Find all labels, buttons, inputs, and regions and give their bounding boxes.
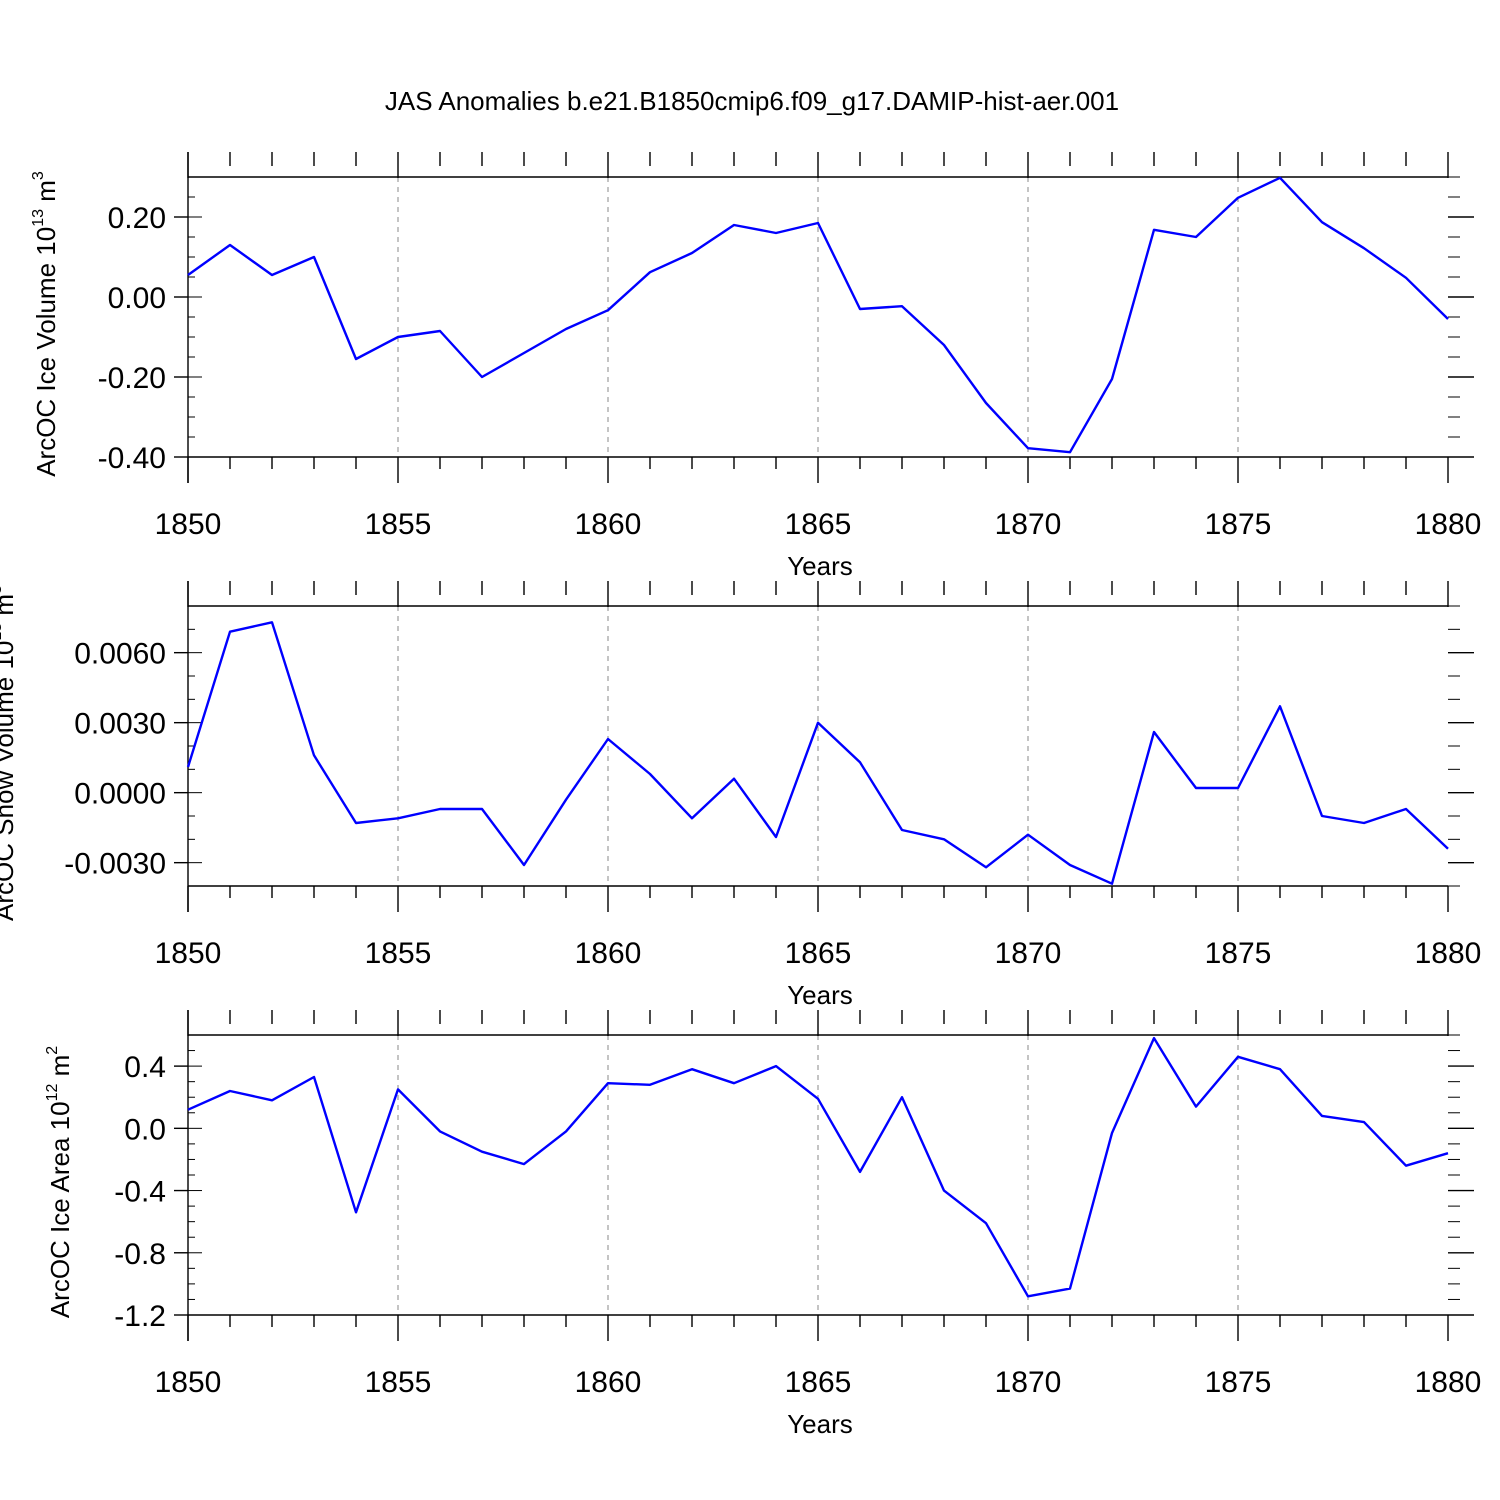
x-axis-label: Years <box>787 980 853 1010</box>
y-axis-label: ArcOC Ice Volume 1013 m3 <box>30 171 61 477</box>
y-tick-label: 0.00 <box>108 282 166 315</box>
y-tick-label: -0.20 <box>98 362 166 395</box>
x-tick-label: 1855 <box>365 508 432 541</box>
y-tick-label: -0.8 <box>114 1238 166 1271</box>
y-axis-label: ArcOC Ice Area 1012 m2 <box>44 1046 75 1318</box>
x-tick-label: 1850 <box>155 1366 222 1399</box>
panels: 0.20 0.00 -0.20 -0.40 1850 1855 1860 1865 1870 18… <box>0 152 1481 1439</box>
x-tick-label: 1855 <box>365 1366 432 1399</box>
x-tick-label: 1865 <box>785 937 852 970</box>
x-tick-label: 1880 <box>1415 937 1482 970</box>
x-tick-label: 1860 <box>575 937 642 970</box>
x-tick-label: 1860 <box>575 1366 642 1399</box>
y-tick-label: 0.4 <box>124 1051 166 1084</box>
x-tick-label: 1865 <box>785 1366 852 1399</box>
y-tick-label: 0.0 <box>124 1113 166 1146</box>
y-tick-label: -0.0030 <box>64 848 166 881</box>
x-tick-label: 1865 <box>785 508 852 541</box>
x-tick-label: 1850 <box>155 508 222 541</box>
panel-1: 0.20 0.00 -0.20 -0.40 1850 1855 1860 1865 1870 18… <box>30 152 1481 581</box>
y-tick-label: 0.0060 <box>74 638 166 671</box>
y-tick-label: -1.2 <box>114 1300 166 1333</box>
x-tick-label: 1855 <box>365 937 432 970</box>
x-tick-label: 1880 <box>1415 1366 1482 1399</box>
y-tick-label: 0.20 <box>108 202 166 235</box>
x-axis-label: Years <box>787 551 853 581</box>
x-tick-label: 1870 <box>995 1366 1062 1399</box>
y-axis-label: ArcOC Snow Volume 1013 m3 <box>0 585 19 921</box>
y-tick-label: 0.0000 <box>74 778 166 811</box>
x-tick-label: 1880 <box>1415 508 1482 541</box>
y-tick-label: -0.4 <box>114 1176 166 1209</box>
x-tick-label: 1870 <box>995 937 1062 970</box>
panel-3: 0.4 0.0 -0.4 -0.8 -1.2 1850 1855 1860 1865 1870 18… <box>44 1010 1481 1439</box>
panel-2: 0.0060 0.0030 0.0000 -0.0030 1850 1855 1860 186… <box>0 581 1481 1010</box>
chart-title: JAS Anomalies b.e21.B1850cmip6.f09_g17.D… <box>385 86 1119 116</box>
x-tick-label: 1875 <box>1205 508 1272 541</box>
x-tick-label: 1875 <box>1205 937 1272 970</box>
y-tick-label: 0.0030 <box>74 708 166 741</box>
x-tick-label: 1850 <box>155 937 222 970</box>
x-tick-label: 1875 <box>1205 1366 1272 1399</box>
series-line <box>186 621 1449 885</box>
x-tick-label: 1870 <box>995 508 1062 541</box>
x-tick-label: 1860 <box>575 508 642 541</box>
x-axis-label: Years <box>787 1409 853 1439</box>
y-tick-label: -0.40 <box>98 442 166 475</box>
